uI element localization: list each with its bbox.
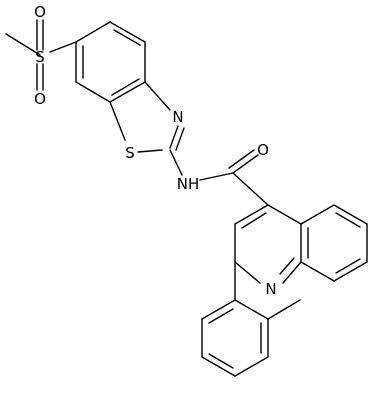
atom-label: S bbox=[125, 144, 135, 162]
bonds bbox=[5, 19, 368, 377]
atom-label: N bbox=[172, 108, 183, 126]
atom-label: O bbox=[34, 90, 46, 108]
atom-label: O bbox=[257, 141, 269, 159]
atom-label: S bbox=[35, 48, 45, 66]
atom-labels: O S O S N NH O N bbox=[34, 3, 277, 298]
atom-label: NH bbox=[177, 175, 200, 193]
atom-label: N bbox=[265, 280, 276, 298]
atom-label: O bbox=[34, 3, 46, 21]
